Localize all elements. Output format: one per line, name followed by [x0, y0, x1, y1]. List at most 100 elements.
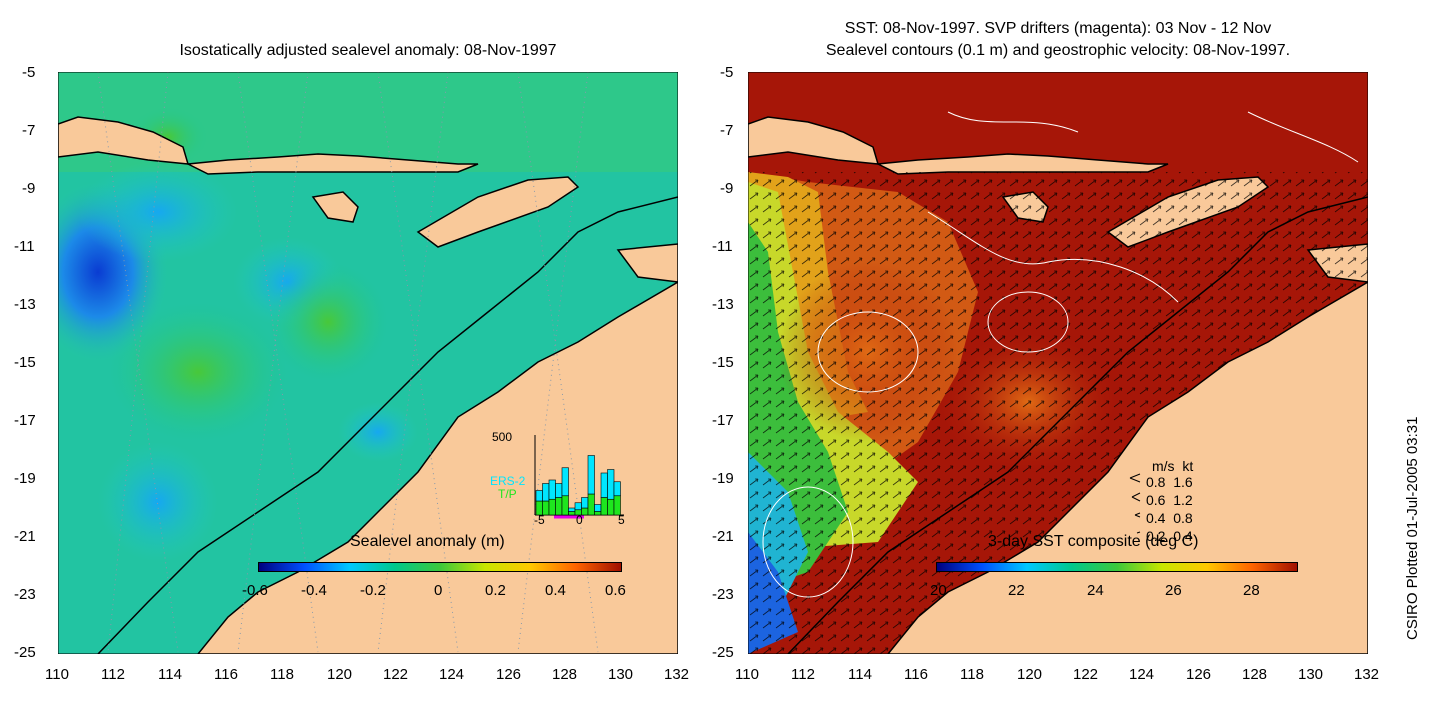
inset-bar-ers2: [548, 479, 556, 500]
plot-credit-label: CSIRO Plotted 01-Jul-2005 03:31: [1404, 416, 1421, 640]
right-cbar-tick: 28: [1243, 582, 1260, 599]
inset-bar-tp: [600, 497, 608, 516]
right-y-tick: -13: [712, 296, 734, 313]
left-x-tick: 128: [552, 666, 578, 683]
left-cbar-tick: 0.2: [485, 582, 506, 599]
right-y-tick: -17: [712, 412, 734, 429]
left-x-tick: 120: [327, 666, 353, 683]
inset-bar-ers2: [607, 469, 615, 500]
left-x-tick: 122: [383, 666, 409, 683]
right-y-tick: -5: [720, 64, 734, 81]
inset-bar-ers2: [613, 481, 621, 497]
right-x-tick: 112: [791, 666, 815, 683]
left-y-tick: -7: [22, 122, 36, 139]
velocity-legend-row: 0.8 1.6: [1146, 474, 1193, 490]
inset-x-tick: 0: [576, 513, 583, 527]
right-x-tick: 120: [1017, 666, 1043, 683]
right-y-tick: -11: [712, 238, 733, 255]
velocity-legend-row: 0.6 1.2: [1146, 492, 1193, 508]
velocity-arrow-icon: [1129, 473, 1141, 534]
left-cbar-tick: 0.4: [545, 582, 566, 599]
inset-legend-tp: T/P: [498, 487, 517, 501]
left-y-tick: -23: [14, 586, 36, 603]
inset-bar-ers2: [561, 467, 569, 497]
left-cbar-tick: 0: [434, 582, 443, 599]
left-sealevel-map: [58, 72, 678, 654]
right-cbar-tick: 24: [1087, 582, 1104, 599]
left-cbar-tick: 0.6: [605, 582, 626, 599]
inset-bar-tp: [607, 498, 615, 516]
inset-bar-ers2: [594, 504, 602, 512]
inset-bar-tp: [561, 495, 569, 516]
left-y-tick: -13: [14, 296, 36, 313]
velocity-legend-row: 0.2 0.4: [1146, 528, 1193, 544]
right-y-tick: -23: [712, 586, 734, 603]
inset-bar-tp: [548, 498, 556, 516]
left-x-tick: 126: [496, 666, 522, 683]
inset-bar-tp: [594, 511, 602, 516]
inset-bar-ers2: [600, 472, 608, 498]
right-x-tick: 124: [1129, 666, 1155, 683]
left-y-tick: -9: [22, 180, 36, 197]
inset-bar-ers2: [581, 497, 589, 509]
inset-histogram: [534, 435, 624, 519]
inset-x-tick: -5: [534, 513, 545, 527]
right-x-tick: 122: [1073, 666, 1099, 683]
right-y-tick: -15: [712, 354, 734, 371]
inset-bar-ers2: [555, 483, 563, 498]
left-y-tick: -11: [14, 238, 35, 255]
left-x-tick: 118: [270, 666, 294, 683]
left-panel-title: Isostatically adjusted sealevel anomaly:…: [179, 42, 557, 59]
right-x-tick: 116: [904, 666, 928, 683]
right-y-tick: -9: [720, 180, 734, 197]
right-x-tick: 114: [848, 666, 872, 683]
right-panel-title-line1: SST: 08-Nov-1997. SVP drifters (magenta)…: [844, 20, 1272, 37]
right-y-tick: -25: [712, 644, 734, 661]
left-colorbar: [258, 562, 622, 572]
left-x-tick: 132: [664, 666, 690, 683]
left-cbar-tick: -0.4: [301, 582, 327, 599]
inset-legend-ers2: ERS-2: [490, 474, 526, 488]
left-y-tick: -5: [22, 64, 36, 81]
right-x-tick: 128: [1242, 666, 1268, 683]
right-cbar-tick: 26: [1165, 582, 1182, 599]
left-x-tick: 112: [101, 666, 125, 683]
right-x-tick: 130: [1298, 666, 1324, 683]
right-sst-map: [748, 72, 1368, 654]
inset-bar-tp: [568, 511, 576, 516]
left-x-tick: 130: [608, 666, 634, 683]
left-y-tick: -25: [14, 644, 36, 661]
right-x-tick: 126: [1186, 666, 1212, 683]
right-x-tick: 118: [960, 666, 984, 683]
left-y-tick: -21: [14, 528, 36, 545]
left-colorbar-label: Sealevel anomaly (m): [350, 533, 505, 550]
right-colorbar: [936, 562, 1298, 572]
right-x-tick: 110: [735, 666, 759, 683]
inset-bar-tp: [555, 497, 563, 516]
right-x-tick: 132: [1354, 666, 1380, 683]
right-y-tick: -7: [720, 122, 734, 139]
right-panel-title-line2: Sealevel contours (0.1 m) and geostrophi…: [825, 42, 1291, 59]
right-colorbar-label: 3-day SST composite (deg C): [988, 533, 1199, 550]
left-x-tick: 110: [45, 666, 69, 683]
left-cbar-tick: -0.6: [242, 582, 268, 599]
left-x-tick: 114: [158, 666, 182, 683]
left-y-tick: -19: [14, 470, 36, 487]
left-y-tick: -15: [14, 354, 36, 371]
right-cbar-tick: 20: [930, 582, 947, 599]
inset-bar-ers2: [574, 502, 582, 511]
right-cbar-tick: 22: [1008, 582, 1025, 599]
left-x-tick: 124: [439, 666, 465, 683]
velocity-legend-row: 0.4 0.8: [1146, 510, 1193, 526]
right-y-tick: -19: [712, 470, 734, 487]
inset-ymax-label: 500: [492, 430, 513, 444]
inset-bar-ers2: [587, 455, 595, 495]
inset-bar-ers2: [568, 507, 576, 512]
inset-bar-ers2: [535, 490, 543, 502]
inset-x-tick: 5: [618, 513, 625, 527]
left-cbar-tick: -0.2: [360, 582, 386, 599]
left-y-tick: -17: [14, 412, 36, 429]
left-x-tick: 116: [214, 666, 238, 683]
right-y-tick: -21: [712, 528, 734, 545]
inset-bar-ers2: [542, 483, 550, 502]
